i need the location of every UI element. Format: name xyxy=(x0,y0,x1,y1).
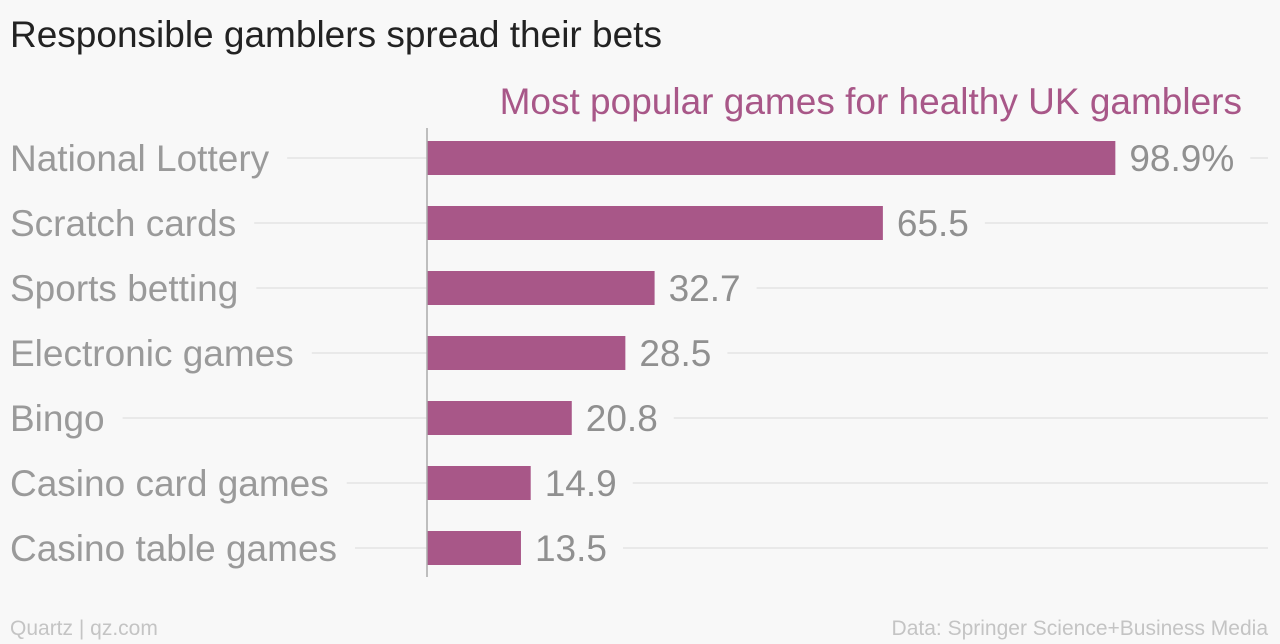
category-label: Bingo xyxy=(10,398,105,439)
category-labels: National Lottery Scratch cards Sports bett… xyxy=(10,138,337,569)
chart-subtitle: Most popular games for healthy UK gamble… xyxy=(500,81,1242,122)
bar xyxy=(427,271,655,305)
value-label: 28.5 xyxy=(639,333,711,374)
bar xyxy=(427,531,521,565)
bar xyxy=(427,336,626,370)
category-label: Electronic games xyxy=(10,333,294,374)
category-label: Sports betting xyxy=(10,268,238,309)
bar xyxy=(427,466,531,500)
category-label: Casino table games xyxy=(10,528,337,569)
value-label: 32.7 xyxy=(669,268,741,309)
footer-source-right: Data: Springer Science+Business Media xyxy=(891,617,1268,640)
category-label: Casino card games xyxy=(10,463,329,504)
value-label: 14.9 xyxy=(545,463,617,504)
footer-source-left: Quartz | qz.com xyxy=(10,617,158,640)
value-label: 65.5 xyxy=(897,203,969,244)
value-label: 98.9% xyxy=(1129,138,1234,179)
grid-lines xyxy=(122,157,1268,549)
category-label: National Lottery xyxy=(10,138,270,179)
bar xyxy=(427,401,572,435)
bar xyxy=(427,141,1116,175)
value-labels: 98.9% 65.5 32.7 28.5 20.8 14.9 13.5 xyxy=(535,138,1234,569)
value-label: 20.8 xyxy=(586,398,658,439)
bar xyxy=(427,206,883,240)
bars xyxy=(427,141,1116,565)
category-label: Scratch cards xyxy=(10,203,236,244)
value-label: 13.5 xyxy=(535,528,607,569)
chart-title: Responsible gamblers spread their bets xyxy=(10,14,662,55)
